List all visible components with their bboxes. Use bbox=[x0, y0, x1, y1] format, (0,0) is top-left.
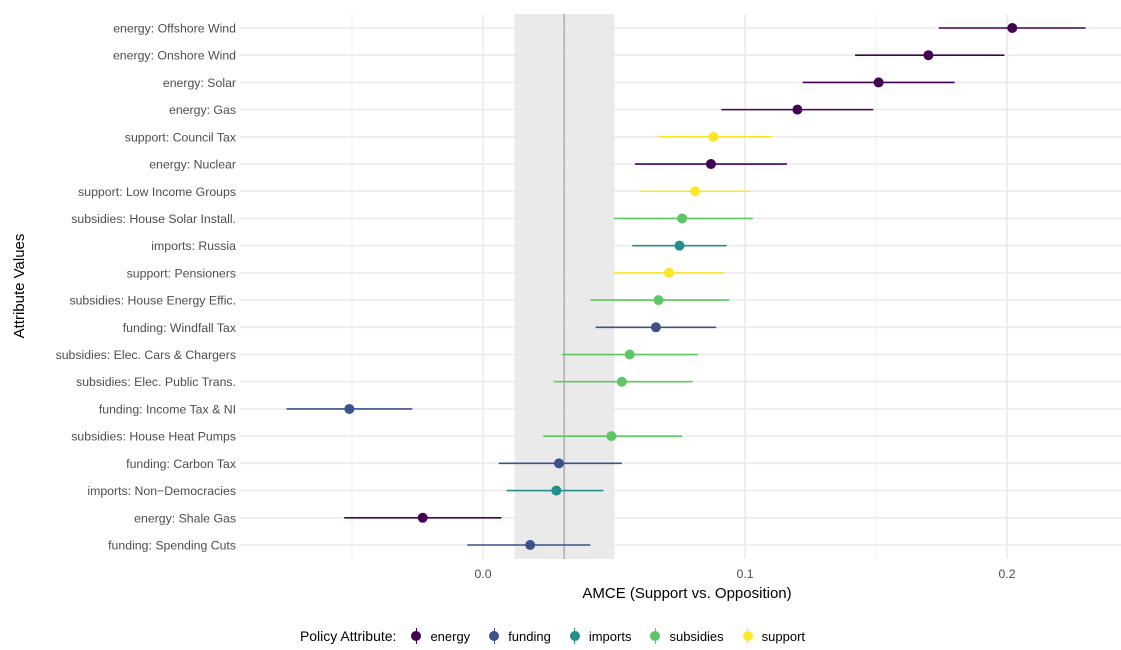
legend-item-subsidies: subsidies bbox=[647, 628, 724, 644]
point-estimate bbox=[525, 539, 536, 550]
legend-item-energy: energy bbox=[408, 628, 470, 644]
y-axis-title: Attribute Values bbox=[11, 234, 28, 339]
reference-band-layer bbox=[514, 14, 614, 559]
point-estimate bbox=[705, 159, 716, 170]
point-estimate bbox=[616, 376, 627, 387]
point-estimate bbox=[923, 50, 934, 61]
point-estimate bbox=[1007, 23, 1018, 33]
y-tick-label: energy: Nuclear bbox=[149, 158, 236, 172]
legend: Policy Attribute: energy funding imports su… bbox=[0, 628, 1121, 644]
y-tick-label: funding: Windfall Tax bbox=[123, 321, 237, 335]
x-tick-label: 0.1 bbox=[736, 567, 753, 581]
y-tick-label: funding: Income Tax & NI bbox=[99, 402, 236, 416]
legend-item-support: support bbox=[740, 628, 805, 644]
point-estimate bbox=[708, 131, 719, 142]
y-tick-label: energy: Onshore Wind bbox=[113, 49, 236, 63]
point-estimate bbox=[674, 240, 685, 251]
x-tick-label: 0.2 bbox=[998, 567, 1015, 581]
y-tick-label: support: Low Income Groups bbox=[78, 185, 236, 199]
x-axis-title: AMCE (Support vs. Opposition) bbox=[582, 585, 791, 602]
y-tick-label: support: Council Tax bbox=[125, 130, 237, 144]
legend-label: support bbox=[761, 628, 806, 644]
legend-key bbox=[567, 628, 583, 644]
point-estimate bbox=[417, 512, 428, 523]
legend-key bbox=[740, 628, 756, 644]
point-estimate bbox=[664, 267, 675, 278]
y-tick-label: subsidies: House Heat Pumps bbox=[71, 430, 236, 444]
legend-label: energy bbox=[430, 628, 471, 644]
legend-label: subsidies bbox=[669, 628, 724, 644]
y-tick-labels: energy: Offshore Wind energy: Onshore Win… bbox=[56, 22, 237, 553]
legend-items: energy funding imports subsidies support bbox=[408, 628, 821, 644]
point-estimate bbox=[606, 431, 617, 442]
point-estimate bbox=[650, 322, 661, 333]
y-tick-label: subsidies: Elec. Cars & Chargers bbox=[56, 348, 236, 362]
coefficient-plot: energy: Offshore Wind energy: Onshore Win… bbox=[11, 14, 1121, 602]
point-estimate bbox=[792, 104, 803, 115]
x-tick-labels: 0.0 0.1 0.2 bbox=[474, 567, 1015, 581]
y-tick-label: imports: Non−Democracies bbox=[87, 484, 236, 498]
point-estimate bbox=[690, 186, 701, 197]
y-tick-label: energy: Offshore Wind bbox=[113, 22, 236, 36]
point-estimate bbox=[653, 295, 664, 306]
point-estimate bbox=[677, 213, 688, 224]
y-tick-label: support: Pensioners bbox=[127, 266, 236, 280]
y-tick-label: funding: Carbon Tax bbox=[126, 457, 237, 471]
grid-layer bbox=[240, 14, 1121, 559]
point-estimate bbox=[551, 485, 562, 496]
y-tick-label: funding: Spending Cuts bbox=[108, 538, 236, 552]
y-tick-label: subsidies: House Energy Effic. bbox=[69, 294, 236, 308]
point-estimate bbox=[873, 77, 884, 88]
y-tick-label: energy: Gas bbox=[169, 103, 236, 117]
x-tick-label: 0.0 bbox=[474, 567, 491, 581]
legend-key bbox=[408, 628, 424, 644]
point-estimate bbox=[624, 349, 635, 360]
y-tick-label: imports: Russia bbox=[151, 239, 236, 253]
y-tick-label: subsidies: House Solar Install. bbox=[71, 212, 236, 226]
y-tick-label: energy: Shale Gas bbox=[134, 511, 236, 525]
y-tick-label: energy: Solar bbox=[163, 76, 236, 90]
legend-title: Policy Attribute: bbox=[299, 628, 397, 644]
legend-key bbox=[647, 628, 663, 644]
legend-label: funding bbox=[508, 628, 551, 644]
legend-key bbox=[486, 628, 502, 644]
point-estimate bbox=[344, 403, 355, 414]
marks-layer bbox=[286, 23, 1086, 550]
legend-label: imports bbox=[588, 628, 632, 644]
legend-item-imports: imports bbox=[567, 628, 632, 644]
legend-item-funding: funding bbox=[486, 628, 551, 644]
y-tick-label: subsidies: Elec. Public Trans. bbox=[76, 375, 236, 389]
point-estimate bbox=[553, 458, 564, 469]
